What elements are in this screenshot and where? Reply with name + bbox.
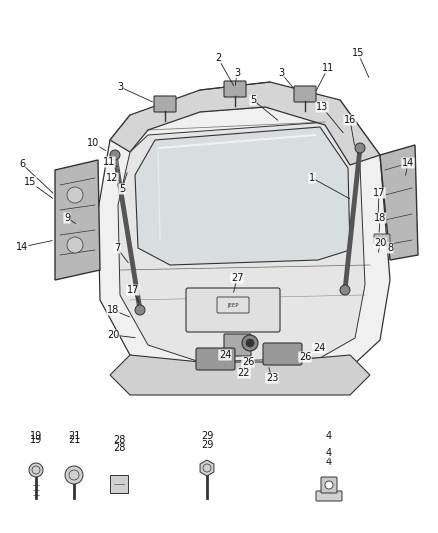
Text: 29: 29 bbox=[201, 431, 213, 441]
Circle shape bbox=[340, 285, 350, 295]
Text: 10: 10 bbox=[87, 138, 99, 148]
Circle shape bbox=[135, 305, 145, 315]
Text: 8: 8 bbox=[387, 243, 393, 253]
Polygon shape bbox=[110, 82, 380, 165]
Text: 18: 18 bbox=[107, 305, 119, 315]
Text: 24: 24 bbox=[219, 350, 231, 360]
FancyBboxPatch shape bbox=[374, 234, 390, 244]
Polygon shape bbox=[380, 145, 418, 260]
Circle shape bbox=[67, 187, 83, 203]
FancyBboxPatch shape bbox=[294, 86, 316, 102]
Text: 18: 18 bbox=[374, 213, 386, 223]
Text: 4: 4 bbox=[326, 457, 332, 467]
Text: 20: 20 bbox=[374, 238, 386, 248]
Text: 7: 7 bbox=[114, 243, 120, 253]
Circle shape bbox=[110, 150, 120, 160]
Text: 21: 21 bbox=[68, 431, 80, 441]
Text: 3: 3 bbox=[117, 82, 123, 92]
Polygon shape bbox=[135, 127, 350, 265]
Text: 12: 12 bbox=[106, 173, 118, 183]
Text: 29: 29 bbox=[201, 440, 213, 450]
Text: 15: 15 bbox=[352, 48, 364, 58]
Text: 5: 5 bbox=[119, 184, 125, 194]
Text: 20: 20 bbox=[107, 330, 119, 340]
Text: 11: 11 bbox=[103, 157, 115, 167]
Text: 19: 19 bbox=[30, 435, 42, 445]
Text: 6: 6 bbox=[19, 159, 25, 169]
Text: 21: 21 bbox=[68, 435, 80, 445]
Polygon shape bbox=[118, 122, 365, 362]
Text: 11: 11 bbox=[322, 63, 334, 73]
Text: 15: 15 bbox=[24, 177, 36, 187]
Text: 24: 24 bbox=[313, 343, 325, 353]
Text: 5: 5 bbox=[250, 95, 256, 105]
FancyBboxPatch shape bbox=[186, 288, 280, 332]
Text: 3: 3 bbox=[234, 68, 240, 78]
Text: 17: 17 bbox=[373, 188, 385, 198]
FancyBboxPatch shape bbox=[224, 81, 246, 97]
Polygon shape bbox=[110, 355, 370, 395]
Text: 3: 3 bbox=[278, 68, 284, 78]
Circle shape bbox=[242, 335, 258, 351]
FancyBboxPatch shape bbox=[316, 491, 342, 501]
FancyBboxPatch shape bbox=[110, 475, 128, 493]
Text: 26: 26 bbox=[299, 352, 311, 362]
Text: 17: 17 bbox=[127, 285, 139, 295]
Text: JEEP: JEEP bbox=[227, 303, 239, 308]
Text: 28: 28 bbox=[113, 435, 125, 445]
Circle shape bbox=[246, 339, 254, 347]
Text: 4: 4 bbox=[326, 431, 332, 441]
Text: 14: 14 bbox=[402, 158, 414, 168]
Circle shape bbox=[29, 463, 43, 477]
FancyBboxPatch shape bbox=[321, 477, 337, 493]
Text: 13: 13 bbox=[316, 102, 328, 112]
Polygon shape bbox=[200, 460, 214, 476]
Text: 19: 19 bbox=[30, 431, 42, 441]
Text: 26: 26 bbox=[242, 357, 254, 367]
Text: 16: 16 bbox=[344, 115, 356, 125]
Text: 14: 14 bbox=[16, 242, 28, 252]
FancyBboxPatch shape bbox=[263, 343, 302, 365]
Text: 27: 27 bbox=[231, 273, 243, 283]
Circle shape bbox=[355, 143, 365, 153]
Circle shape bbox=[67, 237, 83, 253]
Circle shape bbox=[65, 466, 83, 484]
Text: 23: 23 bbox=[266, 373, 278, 383]
Text: 4: 4 bbox=[326, 448, 332, 458]
Text: 2: 2 bbox=[215, 53, 221, 63]
Text: 1: 1 bbox=[309, 173, 315, 183]
FancyBboxPatch shape bbox=[224, 334, 251, 356]
FancyBboxPatch shape bbox=[154, 96, 176, 112]
FancyBboxPatch shape bbox=[196, 348, 235, 370]
Circle shape bbox=[325, 481, 333, 489]
Polygon shape bbox=[55, 160, 100, 280]
Text: 22: 22 bbox=[238, 368, 250, 378]
Polygon shape bbox=[98, 100, 390, 375]
Text: 28: 28 bbox=[113, 443, 125, 453]
Text: 9: 9 bbox=[64, 213, 70, 223]
